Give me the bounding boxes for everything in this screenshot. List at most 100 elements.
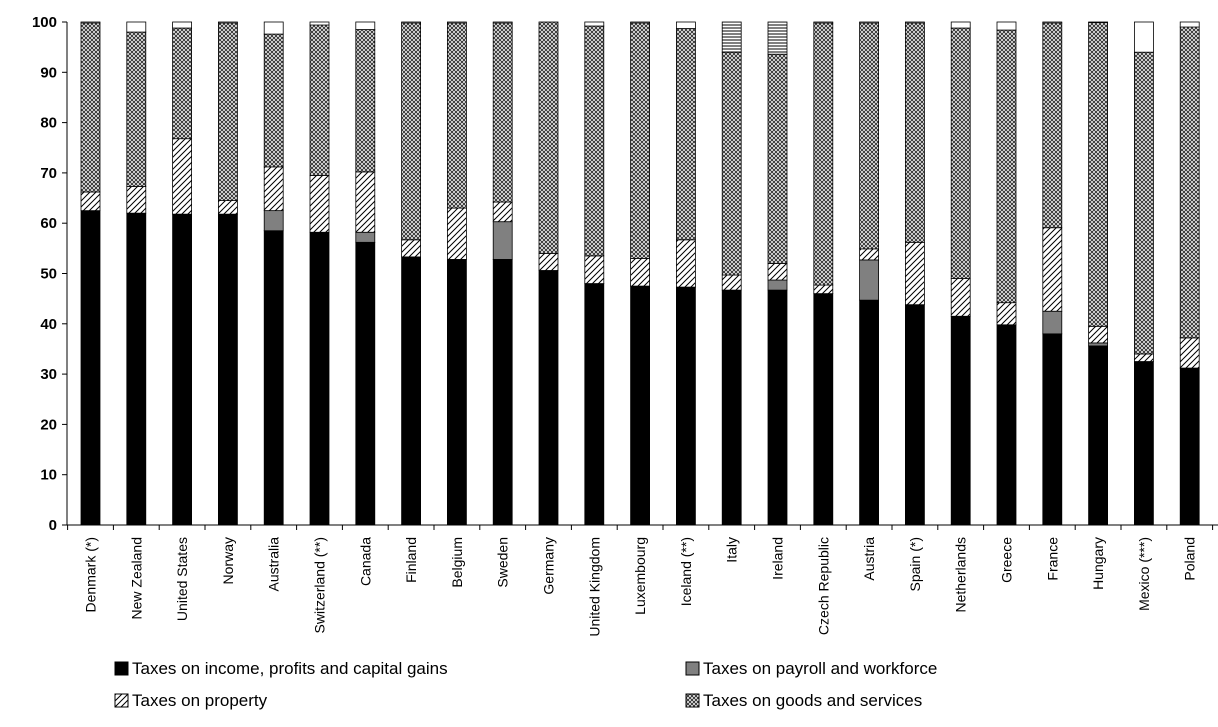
bar-segment xyxy=(1088,345,1108,526)
bar-segment xyxy=(950,21,971,29)
x-category-label: Norway xyxy=(220,537,236,584)
legend-swatch xyxy=(685,661,700,676)
bar-segment xyxy=(676,21,696,29)
x-category-label: Iceland (**) xyxy=(678,537,694,606)
bar-segment xyxy=(217,213,238,526)
bar-segment xyxy=(1042,22,1063,229)
bar-segment xyxy=(1088,22,1108,327)
category-labels: Denmark (*) New Zealand United States Norwa… xyxy=(83,537,1198,637)
bar-segment xyxy=(401,256,422,526)
bar-segment xyxy=(538,270,559,526)
x-category-label: Germany xyxy=(541,537,557,595)
bar-segment xyxy=(767,263,788,281)
bar-segment xyxy=(355,241,376,526)
x-category-label: Austria xyxy=(861,537,877,581)
bar-segment xyxy=(446,21,467,24)
bar-segment xyxy=(950,278,971,317)
bar-segment xyxy=(355,171,376,233)
bar-segment xyxy=(217,200,238,215)
bar-segment xyxy=(813,284,834,295)
bars xyxy=(80,21,1200,526)
y-tick-label: 20 xyxy=(40,416,57,433)
bar-segment xyxy=(950,315,971,526)
bar-segment xyxy=(630,285,650,526)
bar-segment xyxy=(1134,361,1154,526)
x-category-label: Hungary xyxy=(1090,537,1106,590)
x-category-label: Poland xyxy=(1182,537,1198,581)
x-category-label: Luxembourg xyxy=(632,537,648,615)
y-tick-label: 30 xyxy=(40,366,57,383)
bar-segment xyxy=(1179,21,1200,28)
bar-segment xyxy=(813,21,834,24)
bar-segment xyxy=(309,175,330,233)
bar-segment xyxy=(1134,51,1154,355)
y-tick-label: 90 xyxy=(40,64,57,81)
bar-segment xyxy=(446,207,467,260)
x-category-label: Switzerland (**) xyxy=(312,537,328,633)
bar-segment xyxy=(584,25,605,257)
axes: 0 10 20 30 40 50 60 70 80 90 100 xyxy=(32,14,1218,534)
y-tick-label: 10 xyxy=(40,467,57,484)
bar-segment xyxy=(217,22,238,201)
legend-label: Taxes on property xyxy=(132,691,268,710)
x-category-label: New Zealand xyxy=(128,537,144,620)
bar-segment xyxy=(172,138,193,215)
bar-segment xyxy=(584,255,605,284)
y-tick-label: 50 xyxy=(40,266,57,283)
bar-segment xyxy=(905,22,925,243)
bar-segment xyxy=(905,21,925,24)
bar-segment xyxy=(996,324,1017,526)
bar-segment xyxy=(492,221,513,260)
bar-segment xyxy=(446,259,467,526)
legend-label: Taxes on payroll and workforce xyxy=(703,659,937,678)
bar-segment xyxy=(126,186,147,214)
bar-segment xyxy=(859,259,879,301)
bar-segment xyxy=(401,21,422,24)
x-category-label: Finland xyxy=(403,537,419,583)
bar-segment xyxy=(950,27,971,279)
bar-segment xyxy=(721,21,742,53)
bar-segment xyxy=(813,293,834,526)
bar-segment xyxy=(126,212,147,526)
bar-segment xyxy=(996,302,1017,326)
bar-segment xyxy=(813,22,834,286)
x-category-label: Netherlands xyxy=(953,537,969,613)
bar-segment xyxy=(630,22,650,259)
bar-segment xyxy=(172,213,193,526)
bar-segment xyxy=(1088,342,1108,347)
bar-segment xyxy=(859,21,879,24)
bar-segment xyxy=(217,21,238,24)
x-category-label: United Kingdom xyxy=(586,537,602,637)
x-category-label: Ireland xyxy=(770,537,786,580)
x-category-label: Mexico (***) xyxy=(1136,537,1152,611)
legend: Taxes on income, profits and capital gai… xyxy=(114,659,937,710)
bar-segment xyxy=(172,27,193,140)
bar-segment xyxy=(446,22,467,209)
legend-swatch xyxy=(114,661,129,676)
bar-segment xyxy=(721,289,742,526)
y-tick-label: 60 xyxy=(40,215,57,232)
y-tick-label: 80 xyxy=(40,115,57,132)
bar-segment xyxy=(126,31,147,187)
bar-segment xyxy=(263,33,284,168)
bar-segment xyxy=(859,248,879,261)
x-category-label: Spain (*) xyxy=(907,537,923,591)
bar-segment xyxy=(676,28,696,241)
bar-segment xyxy=(630,258,650,287)
bar-segment xyxy=(172,21,193,29)
bar-segment xyxy=(492,259,513,526)
bar-segment xyxy=(1042,227,1063,312)
bar-segment xyxy=(1042,310,1063,335)
bar-segment xyxy=(80,22,101,193)
bar-segment xyxy=(859,299,879,526)
bar-segment xyxy=(263,21,284,35)
bar-segment xyxy=(630,21,650,24)
bar-segment xyxy=(492,21,513,24)
y-tick-label: 0 xyxy=(49,517,57,534)
bar-segment xyxy=(1134,21,1154,53)
bar-segment xyxy=(492,22,513,203)
bar-segment xyxy=(1179,26,1200,339)
y-tick-label: 70 xyxy=(40,165,57,182)
x-category-label: France xyxy=(1044,537,1060,581)
bar-segment xyxy=(905,304,925,526)
